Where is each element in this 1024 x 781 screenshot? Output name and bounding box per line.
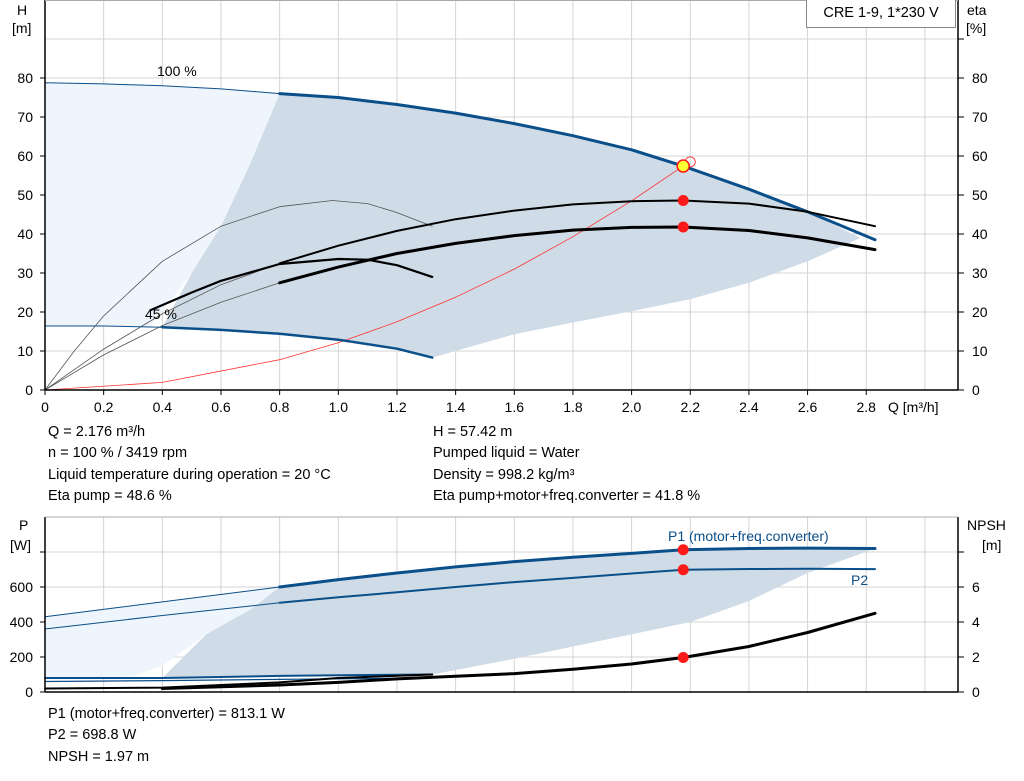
y-tick-label: 60 [17,148,33,164]
x-tick-label: 2.6 [798,399,818,415]
system-curve [44,165,684,391]
y-tick-label: 0 [25,382,33,398]
npsh-curve-45 [44,673,434,690]
legend-pump-model: CRE 1-9, 1*230 V [806,0,956,28]
x-tick-label: 2.2 [681,399,701,415]
x-tick-label: 1.2 [387,399,407,415]
npsh-tick-label: 6 [972,579,980,595]
x-tick-label: 1.8 [563,399,583,415]
info-liquid: Pumped liquid = Water [433,445,580,462]
y-axis-label-h: H [17,2,28,18]
x-tick-label: 1.6 [505,399,525,415]
y-axis-label-p: P [19,517,29,533]
y2-tick-label: 40 [972,226,988,242]
y2-tick-label: 60 [972,148,988,164]
eta-pump-marker [677,194,689,206]
info-head: H = 57.42 m [433,424,513,440]
x-tick-label: 2.4 [739,399,759,415]
npsh-tick-label: 2 [972,649,980,665]
y-tick-label: 50 [17,187,33,203]
operating-region [162,93,861,358]
info-p1: P1 (motor+freq.converter) = 813.1 W [48,706,285,722]
series-label-p2: P2 [851,572,869,588]
y-tick-label: 70 [17,109,33,125]
x-tick-label: 1.4 [446,399,466,415]
npsh-tick-label: 0 [972,684,980,700]
info-eta-pump: Eta pump = 48.6 % [48,487,172,504]
x-tick-label: 0.6 [211,399,231,415]
y-axis-unit-h: [m] [12,20,32,36]
info-npsh: NPSH = 1.97 m [48,748,150,765]
eta-pump-curve-extension [44,262,281,391]
y-tick-label: 30 [17,265,33,281]
annotation-100-percent: 100 % [157,63,197,79]
y2-axis-label-npsh: NPSH [967,517,1006,533]
power-region [162,548,876,678]
y-tick-label: 80 [17,70,33,86]
y-axis-unit-p: [W] [10,537,31,553]
y2-axis-label-eta: eta [967,2,987,18]
y-tick-label: 20 [17,304,33,320]
eta-curve-intermediate-speed [44,200,433,391]
eta-total-marker [677,221,689,233]
x-tick-label: 1.0 [329,399,349,415]
p1-duty-marker [677,544,689,556]
eta-total-curve [278,225,877,285]
p2-curve [278,567,876,604]
y2-tick-label: 70 [972,109,988,125]
x-tick-label: 2.8 [857,399,877,415]
eta-pump-curve [278,199,876,265]
p-tick-label: 200 [10,649,34,665]
y2-axis-unit-eta: [%] [966,20,987,36]
info-p2: P2 = 698.8 W [48,727,137,744]
info-speed: n = 100 % / 3419 rpm [48,445,188,462]
info-eta-total: Eta pump+motor+freq.converter = 41.8 % [433,487,701,504]
p1-curve-thin [44,586,281,618]
p-tick-label: 600 [10,579,34,595]
y2-tick-label: 30 [972,265,988,281]
annotation-45-percent: 45 % [145,306,177,322]
series-label-p1: P1 (motor+freq.converter) [668,528,829,544]
duty-point-marker [676,159,690,173]
info-flow: Q = 2.176 m³/h [48,424,146,440]
p2-curve-thin [44,602,281,630]
x-tick-label: 0.2 [94,399,114,415]
y2-tick-label: 50 [972,187,988,203]
npsh-tick-label: 4 [972,614,980,630]
npsh-duty-marker [677,652,689,664]
y2-tick-label: 0 [972,382,980,398]
p-tick-label: 400 [10,614,34,630]
y2-axis-unit-npsh: [m] [982,537,1002,553]
head-curve-45-thin [44,325,163,328]
x-axis-label-q: Q [m³/h] [888,399,939,415]
info-right: H = 57.42 m Pumped liquid = Water Densit… [433,422,700,507]
p1-curve [278,546,877,589]
y-tick-label: 40 [17,226,33,242]
operating-region-light [45,82,280,327]
eta-total-curve-extension [44,282,281,391]
head-curve-100 [278,92,877,242]
x-tick-label: 0.8 [270,399,290,415]
head-curve-100-thin [44,82,281,95]
info-temperature: Liquid temperature during operation = 20… [48,466,331,483]
y2-tick-label: 80 [972,70,988,86]
head-curve-45 [161,325,434,359]
info-left: Q = 2.176 m³/h n = 100 % / 3419 rpm Liqu… [48,422,331,507]
p2-duty-marker [677,564,689,576]
y-tick-label: 10 [17,343,33,359]
npsh-curve [160,611,877,690]
x-tick-label: 0.4 [153,399,173,415]
info-power: P1 (motor+freq.converter) = 813.1 W P2 =… [48,704,285,768]
y2-tick-label: 20 [972,304,988,320]
x-tick-label: 2.0 [622,399,642,415]
eta-curve-45 [149,257,434,312]
x-tick-label: 0 [41,399,49,415]
p2-curve-45 [44,677,433,683]
p-tick-label: 0 [25,684,33,700]
p1-curve-45 [44,673,434,679]
y2-tick-label: 10 [972,343,988,359]
info-density: Density = 998.2 kg/m³ [433,466,575,483]
